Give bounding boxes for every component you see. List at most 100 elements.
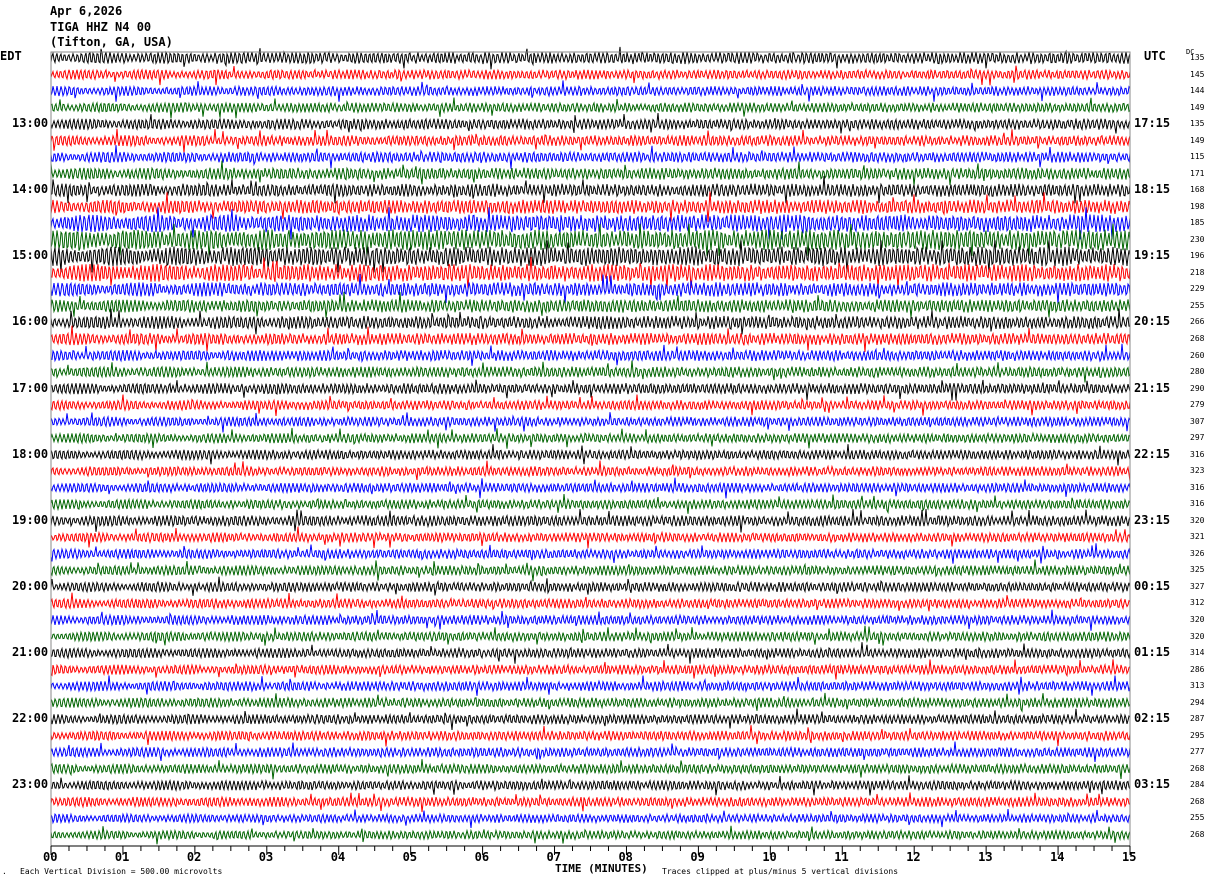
dc-value: 171 bbox=[1190, 168, 1205, 178]
dc-value: 286 bbox=[1190, 664, 1205, 674]
dc-value: 268 bbox=[1190, 334, 1205, 343]
dc-value: 266 bbox=[1190, 317, 1205, 327]
right-time-label: 03:15 bbox=[1134, 777, 1171, 792]
dc-value: 284 bbox=[1190, 780, 1205, 790]
dc-value: 316 bbox=[1190, 449, 1205, 459]
dc-value: 268 bbox=[1190, 763, 1205, 773]
left-time-label: 16:00 bbox=[12, 314, 49, 329]
trace-row-35 bbox=[50, 625, 1131, 646]
trace-row-8 bbox=[50, 175, 1131, 204]
trace-row-45 bbox=[50, 792, 1131, 813]
trace-row-31 bbox=[50, 559, 1131, 582]
trace-row-39 bbox=[50, 692, 1131, 713]
dc-value: 290 bbox=[1190, 383, 1205, 393]
x-tick-label: 08 bbox=[618, 850, 633, 864]
dc-value: 268 bbox=[1190, 796, 1205, 806]
x-tick-label: 05 bbox=[402, 850, 418, 864]
right-time-label: 19:15 bbox=[1134, 248, 1171, 263]
dc-value: 320 bbox=[1190, 515, 1205, 525]
trace-row-10 bbox=[50, 207, 1131, 240]
trace-row-43 bbox=[50, 759, 1131, 780]
right-time-label: 00:15 bbox=[1134, 578, 1171, 593]
right-time-label: 17:15 bbox=[1134, 116, 1171, 131]
x-tick-label: 14 bbox=[1050, 850, 1065, 864]
trace-row-38 bbox=[50, 675, 1131, 696]
dc-value: 314 bbox=[1190, 648, 1205, 658]
left-timezone: EDT bbox=[0, 49, 22, 63]
dc-value: 316 bbox=[1190, 482, 1205, 492]
dc-value: 320 bbox=[1190, 631, 1205, 641]
left-time-label: 21:00 bbox=[12, 645, 49, 660]
trace-row-9 bbox=[50, 191, 1131, 222]
right-time-label: 18:15 bbox=[1134, 182, 1171, 197]
left-time-label: 20:00 bbox=[12, 578, 49, 593]
trace-row-2 bbox=[50, 80, 1131, 102]
trace-row-29 bbox=[50, 526, 1131, 549]
trace-row-11 bbox=[50, 223, 1131, 256]
left-time-label: 14:00 bbox=[12, 182, 49, 197]
x-tick-label: 15 bbox=[1122, 850, 1137, 864]
right-time-label: 23:15 bbox=[1134, 512, 1171, 527]
trace-row-1 bbox=[50, 65, 1131, 86]
x-tick-label: 07 bbox=[546, 850, 561, 864]
trace-row-27 bbox=[50, 494, 1131, 515]
trace-row-28 bbox=[50, 509, 1131, 533]
trace-row-21 bbox=[50, 394, 1131, 416]
x-axis-label: TIME (MINUTES) bbox=[555, 862, 648, 875]
trace-row-5 bbox=[50, 128, 1131, 153]
x-tick-label: 00 bbox=[43, 850, 58, 864]
dc-value: 312 bbox=[1190, 598, 1205, 608]
dc-value: 295 bbox=[1190, 730, 1205, 740]
dc-value: 115 bbox=[1190, 152, 1205, 162]
right-timezone: UTC bbox=[1144, 49, 1166, 63]
dc-value: 168 bbox=[1190, 185, 1205, 195]
dc-value: 325 bbox=[1190, 565, 1205, 575]
scale-note: Each Vertical Division = 500.00 microvol… bbox=[20, 867, 223, 876]
left-time-label: 23:00 bbox=[12, 777, 49, 792]
trace-row-14 bbox=[50, 273, 1131, 305]
dc-value: 149 bbox=[1190, 135, 1205, 145]
x-tick-label: 12 bbox=[906, 850, 921, 864]
station-location: (Tifton, GA, USA) bbox=[50, 35, 173, 49]
trace-row-36 bbox=[50, 642, 1131, 664]
trace-row-15 bbox=[50, 291, 1131, 318]
plot-frame bbox=[50, 51, 1131, 847]
right-time-label: 01:15 bbox=[1134, 645, 1171, 660]
trace-row-20 bbox=[50, 379, 1131, 401]
x-tick-label: 10 bbox=[762, 850, 777, 864]
dc-label: DC bbox=[1186, 48, 1195, 56]
trace-row-44 bbox=[51, 775, 1131, 796]
dc-value: 327 bbox=[1190, 581, 1205, 591]
trace-row-24 bbox=[50, 444, 1131, 466]
dc-value: 313 bbox=[1190, 681, 1205, 691]
dc-value: 326 bbox=[1190, 548, 1205, 558]
dc-value: 323 bbox=[1190, 466, 1205, 476]
dc-value: 294 bbox=[1190, 697, 1205, 707]
dc-value: 144 bbox=[1190, 86, 1205, 96]
trace-row-32 bbox=[50, 576, 1131, 596]
dc-value: 218 bbox=[1190, 267, 1205, 277]
trace-row-46 bbox=[50, 808, 1131, 828]
trace-row-23 bbox=[50, 427, 1131, 449]
trace-row-25 bbox=[50, 460, 1131, 482]
dc-value: 307 bbox=[1190, 416, 1205, 426]
clip-note: Traces clipped at plus/minus 5 vertical … bbox=[662, 867, 899, 876]
left-time-label: 17:00 bbox=[12, 380, 49, 395]
right-time-label: 22:15 bbox=[1134, 446, 1171, 461]
trace-row-37 bbox=[50, 659, 1131, 680]
trace-row-30 bbox=[50, 543, 1131, 564]
trace-row-0 bbox=[50, 46, 1131, 70]
x-tick-label: 04 bbox=[330, 850, 346, 864]
plot-date: Apr 6,2026 bbox=[50, 4, 123, 18]
trace-row-41 bbox=[50, 725, 1131, 747]
dc-value: 145 bbox=[1190, 69, 1205, 79]
left-time-label: 22:00 bbox=[12, 711, 49, 726]
x-tick-label: 11 bbox=[834, 850, 849, 864]
trace-row-4 bbox=[50, 112, 1131, 134]
left-time-label: 15:00 bbox=[12, 248, 49, 263]
x-tick-label: 01 bbox=[114, 850, 130, 864]
x-tick-label: 03 bbox=[258, 850, 274, 864]
trace-row-33 bbox=[50, 592, 1131, 612]
dc-value: 198 bbox=[1190, 201, 1205, 211]
trace-row-17 bbox=[50, 325, 1131, 352]
